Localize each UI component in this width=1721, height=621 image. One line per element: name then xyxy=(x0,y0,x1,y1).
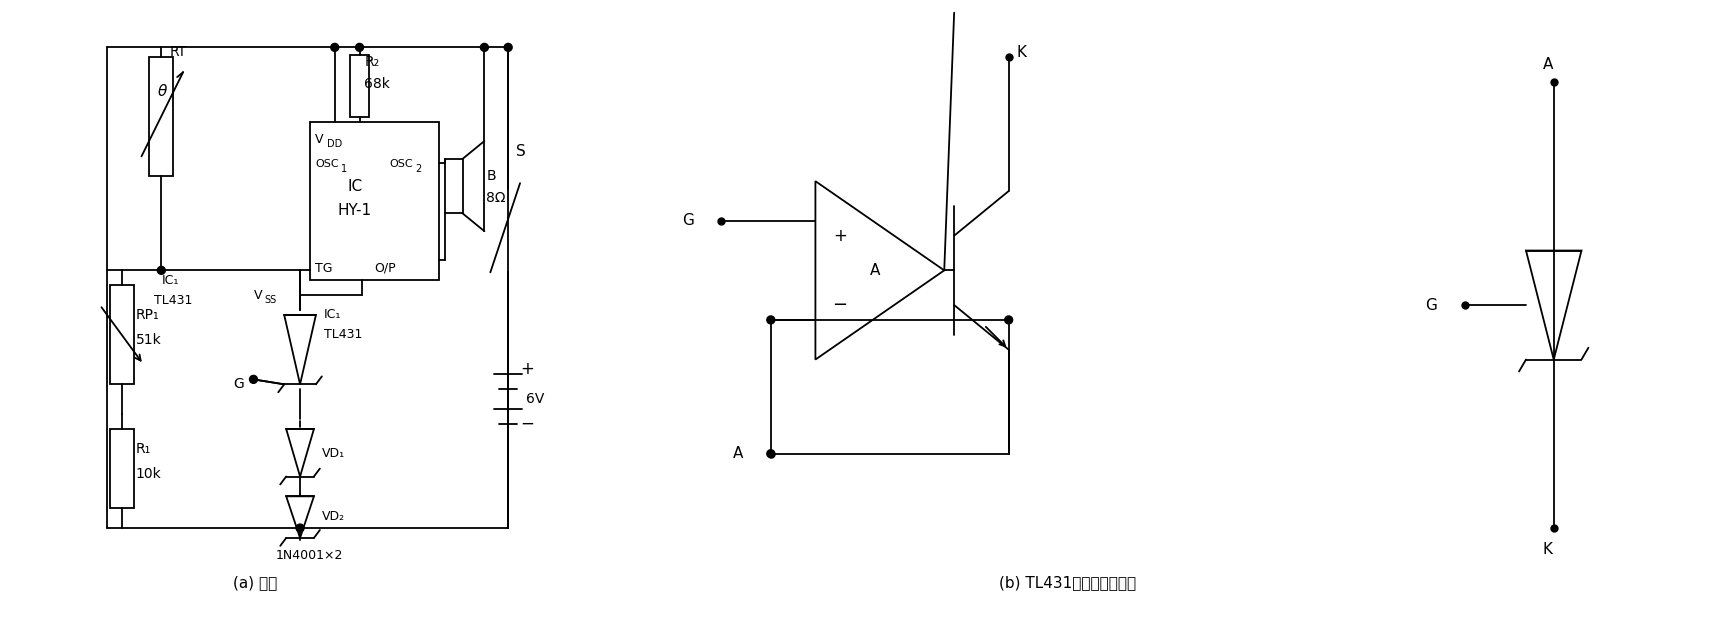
Bar xyxy=(150,57,174,176)
Text: 10k: 10k xyxy=(136,466,162,481)
Text: O/P: O/P xyxy=(375,262,396,275)
Text: S: S xyxy=(516,144,527,159)
Circle shape xyxy=(330,43,339,52)
Circle shape xyxy=(768,450,774,458)
Bar xyxy=(110,285,134,384)
Text: R₁: R₁ xyxy=(136,442,151,456)
Circle shape xyxy=(250,376,258,383)
Circle shape xyxy=(1005,316,1012,324)
Circle shape xyxy=(504,43,513,52)
Text: HY-1: HY-1 xyxy=(337,204,372,219)
Text: DD: DD xyxy=(327,140,342,150)
Text: G: G xyxy=(682,213,694,229)
Text: K: K xyxy=(1017,45,1027,60)
Bar xyxy=(110,429,134,508)
Text: −: − xyxy=(833,296,848,314)
Text: 2: 2 xyxy=(415,165,422,175)
Text: −: − xyxy=(520,415,534,433)
Text: IC₁: IC₁ xyxy=(324,309,341,322)
Bar xyxy=(349,55,370,117)
Text: 68k: 68k xyxy=(365,77,391,91)
Circle shape xyxy=(768,316,774,324)
Text: +: + xyxy=(520,360,534,378)
Text: (a) 电路: (a) 电路 xyxy=(234,575,277,590)
Text: SS: SS xyxy=(265,295,277,305)
Text: A: A xyxy=(869,263,879,278)
Text: OSC: OSC xyxy=(389,160,413,170)
Text: K: K xyxy=(1542,542,1552,557)
Text: VD₂: VD₂ xyxy=(322,510,344,523)
Text: (b) TL431功能框图和符号: (b) TL431功能框图和符号 xyxy=(998,575,1136,590)
Text: OSC: OSC xyxy=(315,160,339,170)
Text: G: G xyxy=(1425,297,1437,312)
Text: 8Ω: 8Ω xyxy=(487,191,506,205)
Text: 1: 1 xyxy=(341,165,348,175)
Text: TG: TG xyxy=(315,262,332,275)
Circle shape xyxy=(480,43,489,52)
Text: TL431: TL431 xyxy=(155,294,193,307)
Text: IC: IC xyxy=(348,179,361,194)
Text: RT: RT xyxy=(169,45,186,60)
Text: θ: θ xyxy=(157,84,167,99)
Text: V: V xyxy=(315,133,324,146)
Text: A: A xyxy=(733,446,743,461)
Text: A: A xyxy=(1542,57,1552,71)
Text: B: B xyxy=(487,169,496,183)
Text: 1N4001×2: 1N4001×2 xyxy=(275,550,342,562)
Bar xyxy=(310,122,439,280)
Text: VD₁: VD₁ xyxy=(322,447,344,460)
Text: 6V: 6V xyxy=(527,392,544,406)
Text: 51k: 51k xyxy=(136,333,162,347)
Text: G: G xyxy=(234,378,244,391)
Circle shape xyxy=(296,524,305,532)
Text: V: V xyxy=(253,289,262,302)
Text: TL431: TL431 xyxy=(324,329,361,342)
Text: +: + xyxy=(833,227,847,245)
Circle shape xyxy=(157,266,165,274)
Text: RP₁: RP₁ xyxy=(136,308,158,322)
Text: R₂: R₂ xyxy=(365,55,380,69)
Text: IC₁: IC₁ xyxy=(162,274,179,287)
Circle shape xyxy=(356,43,363,52)
Bar xyxy=(444,159,463,214)
